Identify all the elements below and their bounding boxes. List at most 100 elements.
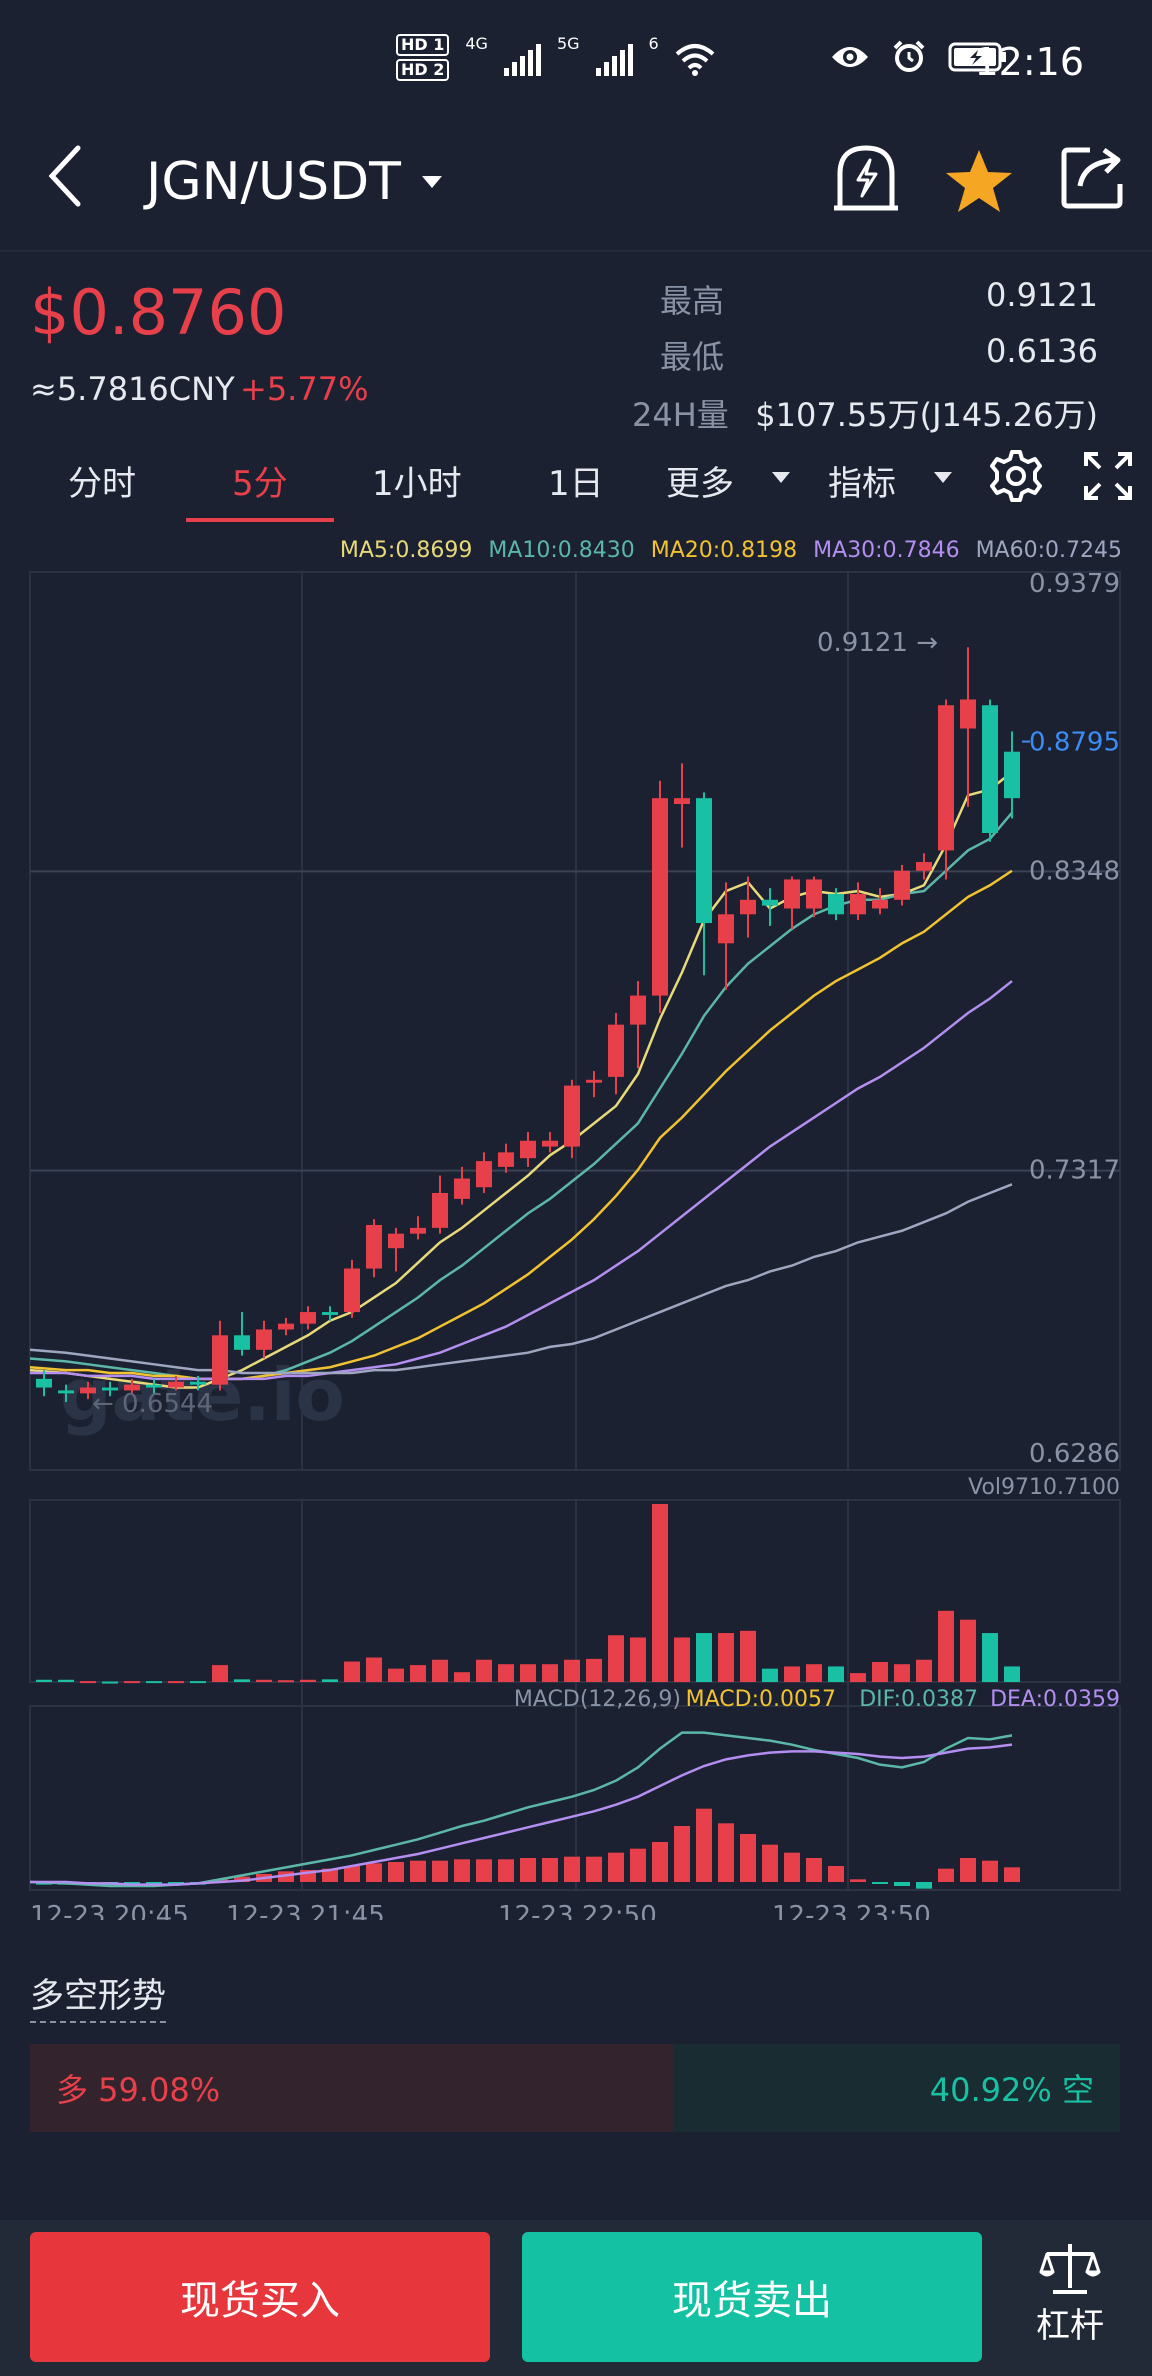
candle-body [652,798,668,996]
candle-body [586,1079,602,1083]
macd-hist-bar [586,1856,602,1882]
short-ratio: 40.92% 空 [673,2044,1120,2132]
candle-body [212,1335,228,1385]
candle-body [432,1193,448,1228]
tab-1hour[interactable]: 1小时 [372,464,462,504]
low-price-marker: ← 0.6544 [92,1389,213,1419]
volume-bar [256,1679,272,1682]
tab-timeline[interactable]: 分时 [68,464,136,504]
tab-1day[interactable]: 1日 [548,464,604,504]
macd-hist-bar [542,1858,558,1882]
share-icon[interactable] [1060,144,1126,210]
sentiment-title[interactable]: 多空形势 [30,1968,166,2023]
candle-body [410,1227,426,1234]
candle-body [476,1161,492,1188]
volume-bar [1004,1666,1020,1682]
macd-hist-bar [740,1834,756,1882]
volume-bar [498,1664,514,1682]
candle-body [784,879,800,909]
macd-legend-label: DEA:0.0359 [990,1687,1120,1712]
scale-icon [1039,2244,1101,2294]
macd-hist-bar [476,1859,492,1882]
macd-hist-bar [454,1859,470,1882]
macd-legend-label: DIF:0.0387 [859,1687,978,1712]
candle-body [278,1323,294,1330]
volume-bar [850,1673,866,1682]
candle-body [190,1381,206,1385]
pair-dropdown-icon[interactable] [422,176,442,188]
pair-title[interactable]: JGN/USDT [146,152,401,212]
volume-bar [520,1664,536,1682]
high-value: 0.9121 [986,276,1098,314]
macd-hist-bar [652,1842,668,1882]
status-bar: HD 1 HD 2 4G 5G 6 12:16 [0,0,1152,120]
favorite-star-icon[interactable] [944,148,1014,214]
app-header: JGN/USDT [0,130,1152,252]
candle-body [344,1268,360,1313]
y-tick-label: 0.6286 [1029,1439,1120,1469]
price-change: +5.77% [240,370,369,408]
macd-hist-bar [718,1823,734,1882]
volume-bar [696,1633,712,1682]
volume-bar [300,1679,316,1682]
more-dropdown-icon[interactable] [772,472,790,483]
volume-bar [608,1635,624,1682]
volume-bar [278,1680,294,1683]
high-label: 最高 [660,282,725,320]
x-tick-label: 12-23 20:45 [30,1901,189,1920]
candle-body [322,1312,338,1315]
candle-body [828,893,844,915]
settings-gear-icon[interactable] [988,448,1044,504]
indicators-dropdown-icon[interactable] [934,472,952,483]
candle-body [872,899,888,909]
alert-bell-icon[interactable] [830,140,902,220]
candle-body [630,995,646,1025]
macd-hist-bar [938,1868,954,1882]
y-tick-label: 0.7317 [1029,1156,1120,1186]
wifi-icon [675,44,715,76]
macd-legend-label: MACD:0.0057 [686,1687,836,1712]
active-tab-indicator [186,518,334,522]
volume-24h-label: 24H量 [632,396,729,434]
tab-more[interactable]: 更多 [666,464,734,504]
ma5-label: MA5:0.8699 [339,538,473,563]
candle-body [388,1233,404,1249]
macd-hist-bar [850,1879,866,1882]
macd-hist-bar [872,1882,888,1884]
high-price-marker: 0.9121 → [817,628,938,658]
candle-body [850,893,866,915]
spot-sell-button[interactable]: 现货卖出 [522,2232,982,2362]
fullscreen-icon[interactable] [1084,452,1132,500]
macd-hist-bar [366,1863,382,1882]
candle-body [916,862,932,871]
ma60-label: MA60:0.7245 [975,538,1122,563]
ma-legend: MA5:0.8699 MA10:0.8430 MA20:0.8198 MA30:… [340,538,1122,563]
system-icons [830,40,1008,74]
tab-5min[interactable]: 5分 [232,464,288,504]
volume-bar [36,1679,52,1682]
macd-hist-bar [960,1858,976,1882]
macd-hist-bar [344,1866,360,1882]
volume-bar [652,1504,668,1682]
macd-hist-bar [784,1852,800,1882]
macd-hist-bar [564,1856,580,1882]
spot-buy-button[interactable]: 现货买入 [30,2232,490,2362]
volume-bar [234,1679,250,1682]
ma30-label: MA30:0.7846 [813,538,960,563]
price-cny: ≈5.7816CNY [30,370,235,408]
volume-bar [674,1637,690,1682]
macd-hist-bar [168,1882,184,1885]
sim2-badge: HD 2 [396,59,450,81]
candle-body [124,1384,140,1391]
back-icon[interactable] [44,144,84,208]
leverage-button[interactable]: 杠杆 [1010,2240,1130,2347]
macd-hist-bar [806,1858,822,1882]
macd-hist-bar [520,1858,536,1882]
volume-bar [454,1672,470,1682]
volume-bar [388,1668,404,1682]
tab-indicators[interactable]: 指标 [828,464,896,504]
signal-bars-icon-2 [595,42,633,76]
candle-body [762,899,778,906]
candle-body [36,1378,52,1388]
